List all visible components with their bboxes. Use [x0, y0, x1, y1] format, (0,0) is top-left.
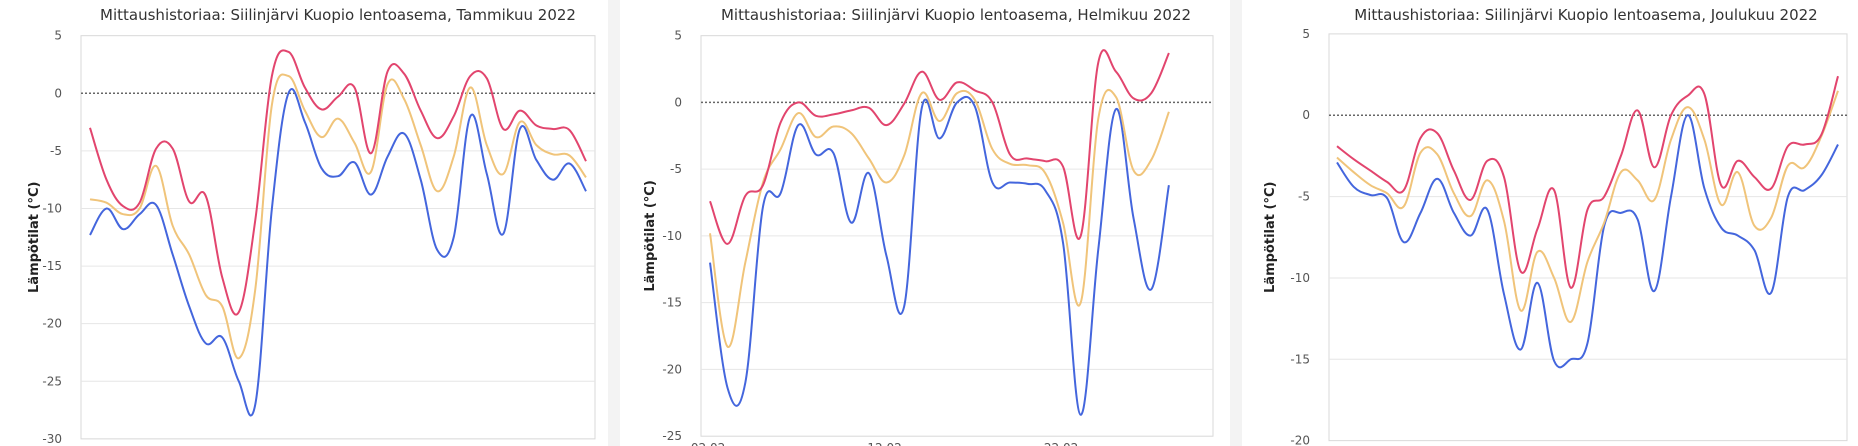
y-tick-label: 0 — [1302, 108, 1310, 122]
chart-title: Mittaushistoriaa: Siilinjärvi Kuopio len… — [1354, 6, 1817, 24]
chart-panel-2: Mittaushistoriaa: Siilinjärvi Kuopio len… — [608, 0, 1214, 446]
series-line-min — [1336, 114, 1839, 369]
y-tick-label: -25 — [662, 429, 682, 443]
y-tick-label: -20 — [1290, 434, 1310, 446]
y-tick-label: -15 — [662, 296, 682, 310]
panel-divider — [608, 0, 620, 446]
series-line-avg — [709, 88, 1170, 348]
series-line-max — [89, 49, 587, 316]
panel-divider — [1230, 0, 1242, 446]
y-tick-label: -10 — [662, 229, 682, 243]
y-tick-label: -15 — [1290, 352, 1310, 366]
y-tick-label: -25 — [42, 374, 62, 388]
series-line-min — [89, 88, 587, 417]
y-tick-label: -10 — [42, 201, 62, 215]
y-tick-label: -20 — [662, 362, 682, 376]
x-tick-label: 01.01. — [71, 444, 109, 446]
chart-panel-1: Mittaushistoriaa: Siilinjärvi Kuopio len… — [27, 6, 605, 446]
y-tick-label: -15 — [42, 259, 62, 273]
y-tick-label: 5 — [54, 29, 62, 43]
y-axis-title: Lämpötilat (°C) — [27, 182, 42, 293]
series-line-max — [1336, 75, 1839, 289]
y-axis-title: Lämpötilat (°C) — [1263, 182, 1278, 293]
y-tick-label: -30 — [42, 432, 62, 446]
chart-panel-3: Mittaushistoriaa: Siilinjärvi Kuopio len… — [1230, 0, 1857, 446]
y-tick-label: 0 — [674, 95, 682, 109]
x-tick-label: 22.02. — [1044, 441, 1082, 446]
series-line-max — [709, 49, 1170, 245]
x-tick-label: 12.02. — [867, 441, 905, 446]
series-line-min — [709, 95, 1170, 416]
y-tick-label: -5 — [670, 162, 682, 176]
series-line-avg — [1336, 90, 1839, 323]
y-axis-title: Lämpötilat (°C) — [643, 180, 658, 291]
chart-title: Mittaushistoriaa: Siilinjärvi Kuopio len… — [100, 6, 576, 24]
plot-area — [1328, 33, 1848, 442]
y-tick-label: -5 — [1298, 190, 1310, 204]
x-tick-label: 31.01. — [567, 444, 605, 446]
y-tick-label: -10 — [1290, 271, 1310, 285]
y-tick-label: -20 — [42, 317, 62, 331]
y-tick-label: 5 — [1302, 27, 1310, 41]
x-tick-label: 21.01. — [402, 444, 440, 446]
chart-title: Mittaushistoriaa: Siilinjärvi Kuopio len… — [721, 6, 1191, 24]
y-tick-label: -5 — [50, 144, 62, 158]
x-tick-label: 02.02. — [691, 441, 729, 446]
x-tick-label: 11.01. — [236, 444, 274, 446]
series-line-avg — [89, 73, 587, 360]
y-tick-label: 5 — [674, 29, 682, 43]
y-tick-label: 0 — [54, 86, 62, 100]
